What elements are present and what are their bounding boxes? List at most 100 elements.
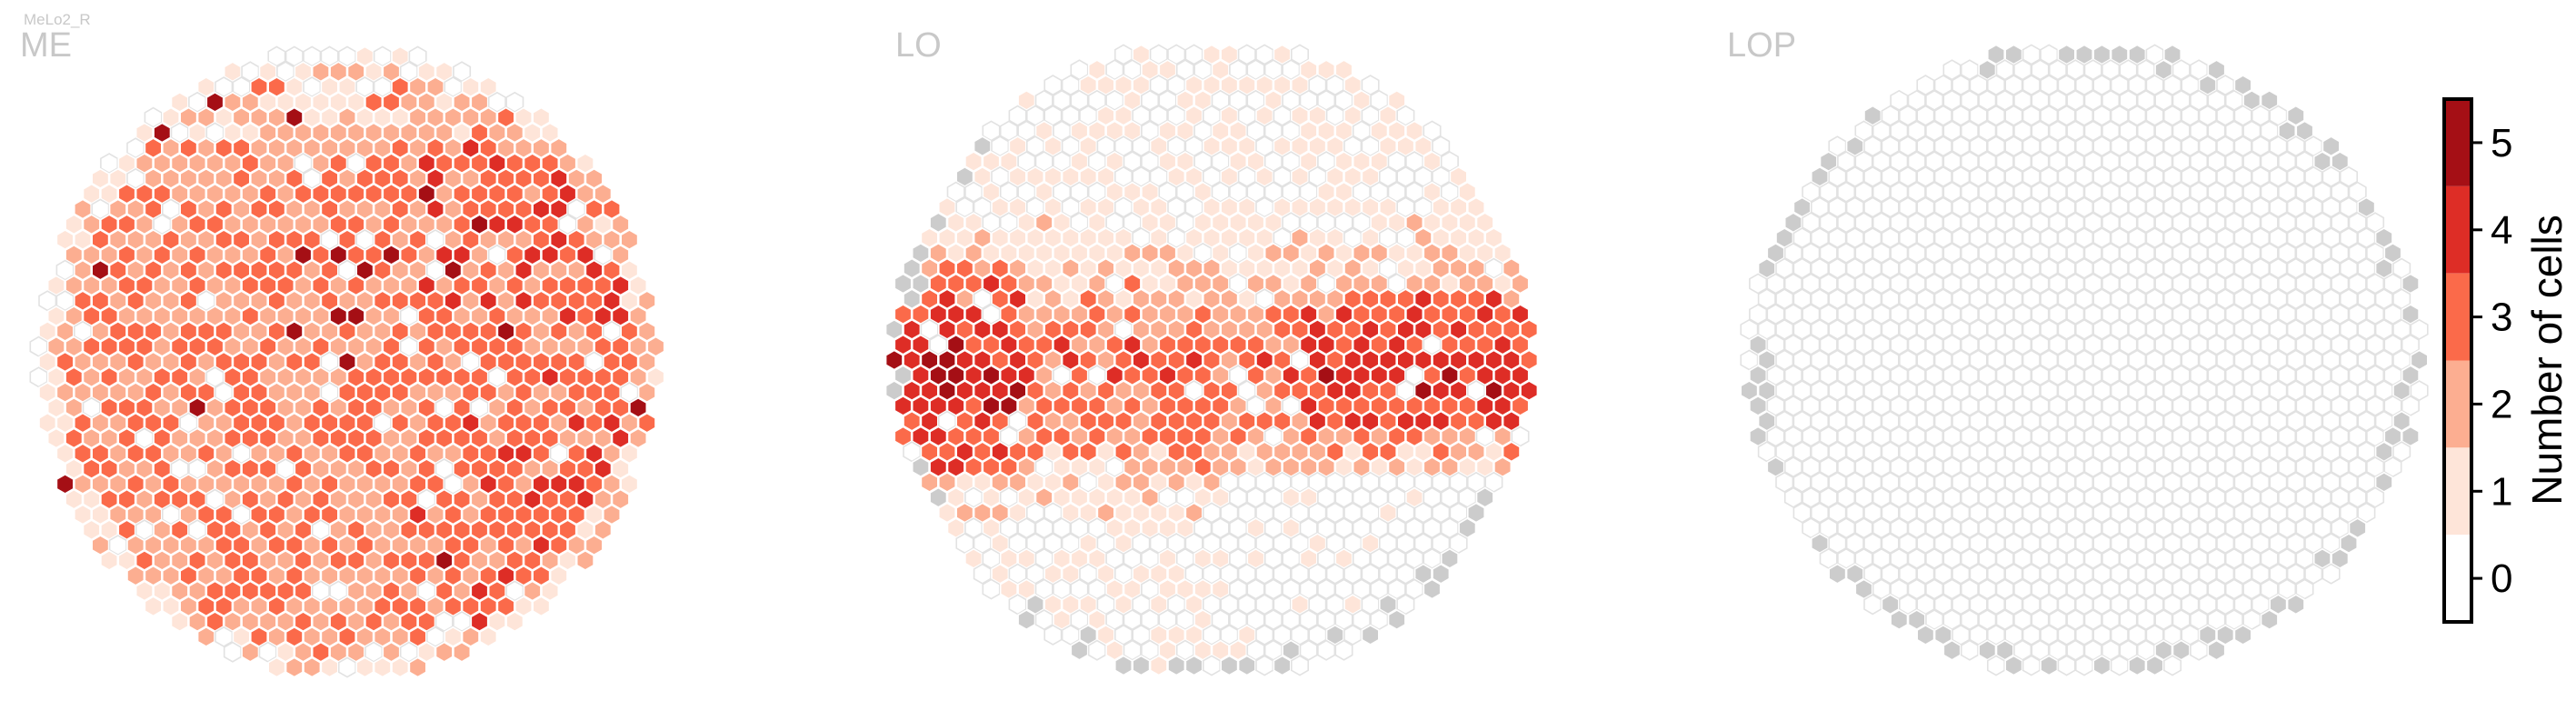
hex-cell — [1343, 349, 1363, 371]
hex-cell — [1308, 471, 1327, 493]
hex-cell — [973, 563, 992, 585]
hex-cell — [1960, 609, 1979, 631]
hex-cell — [1405, 212, 1424, 234]
hex-cell — [320, 167, 339, 189]
hex-cell — [258, 641, 277, 663]
hex-cell — [1511, 304, 1530, 325]
hex-cell — [1925, 456, 1944, 478]
hex-cell — [1105, 639, 1124, 661]
hex-cell — [964, 365, 983, 386]
hex-cell — [1114, 624, 1133, 646]
hex-cell — [920, 471, 939, 493]
hex-cell — [188, 611, 207, 633]
hex-cell — [267, 412, 286, 434]
hex-cell — [1942, 609, 1962, 631]
hex-cell — [285, 229, 304, 251]
hex-cell — [2154, 547, 2173, 569]
hex-cell — [65, 427, 84, 449]
hex-cell — [1158, 212, 1177, 234]
hex-cell — [2083, 456, 2102, 478]
hex-cell — [2119, 304, 2138, 325]
hex-cell — [337, 259, 357, 281]
hex-cell — [399, 153, 418, 175]
hex-cell — [1053, 456, 1072, 478]
hex-cell — [1167, 533, 1186, 555]
hex-cell — [2163, 318, 2182, 340]
hex-cell — [453, 580, 472, 602]
hex-cell — [946, 486, 965, 508]
hex-cell — [1978, 212, 1997, 234]
hex-cell — [1952, 380, 1971, 402]
hex-cell — [126, 504, 145, 526]
hex-cell — [2013, 365, 2032, 386]
hex-cell — [417, 244, 436, 265]
hex-cell — [637, 320, 656, 342]
hex-cell — [355, 76, 374, 98]
hex-cell — [294, 61, 313, 83]
hex-cell — [1863, 502, 1882, 524]
hex-cell — [982, 426, 1001, 447]
hex-cell — [1325, 563, 1344, 585]
hex-cell — [1114, 349, 1133, 371]
hex-cell — [1352, 273, 1371, 295]
hex-cell — [964, 212, 983, 234]
hex-cell — [1740, 349, 1759, 371]
hex-cell — [1361, 165, 1380, 187]
hex-cell — [1343, 196, 1363, 218]
hex-cell — [1396, 318, 1415, 340]
hex-cell — [434, 488, 454, 510]
hex-cell — [1008, 594, 1027, 616]
hex-cell — [117, 305, 136, 327]
hex-cell — [1237, 105, 1256, 126]
hex-cell — [1978, 395, 1997, 416]
hex-cell — [2102, 181, 2121, 203]
hex-cell — [1167, 563, 1186, 585]
hex-cell — [1008, 318, 1027, 340]
hex-cell — [602, 473, 622, 495]
hex-cell — [2392, 318, 2411, 340]
hex-cell — [241, 396, 260, 418]
hex-cell — [1034, 486, 1053, 508]
hex-cell — [1061, 165, 1080, 187]
hex-cell — [955, 410, 974, 432]
hex-cell — [391, 45, 410, 67]
hex-cell — [1370, 486, 1389, 508]
hex-cell — [549, 382, 568, 404]
hex-cell — [541, 549, 560, 571]
hex-cell — [249, 259, 269, 281]
hex-cell — [346, 611, 365, 633]
hex-cell — [470, 427, 489, 449]
hex-cell — [425, 198, 445, 220]
hex-cell — [1211, 89, 1230, 111]
hex-cell — [2172, 547, 2191, 569]
hex-cell — [1291, 410, 1309, 432]
hex-cell — [2190, 365, 2209, 386]
hex-cell — [955, 441, 974, 463]
hex-cell — [1263, 212, 1283, 234]
hex-cell — [2119, 456, 2138, 478]
hex-cell — [1008, 196, 1027, 218]
hex-cell — [1237, 655, 1256, 676]
hex-cell — [2128, 471, 2147, 493]
hex-cell — [1211, 517, 1230, 539]
hex-cell — [1520, 380, 1539, 402]
hex-cell — [1114, 318, 1133, 340]
hex-cell — [1123, 304, 1142, 325]
hex-cell — [1096, 227, 1115, 249]
hex-cell — [1872, 304, 1891, 325]
hex-cell — [453, 396, 472, 418]
hex-cell — [108, 382, 127, 404]
hex-cell — [399, 611, 418, 633]
hex-cell — [1061, 105, 1080, 126]
hex-cell — [1114, 655, 1133, 676]
hex-cell — [2075, 624, 2093, 646]
hex-cell — [311, 335, 330, 357]
hex-cell — [162, 320, 180, 342]
hex-cell — [1916, 502, 1935, 524]
colorbar-label: Number of cells — [2523, 215, 2571, 506]
hex-cell — [487, 122, 506, 144]
hex-cell — [241, 488, 260, 510]
hex-cell — [1017, 212, 1036, 234]
hex-cell — [938, 196, 956, 218]
hex-cell — [1317, 639, 1336, 661]
